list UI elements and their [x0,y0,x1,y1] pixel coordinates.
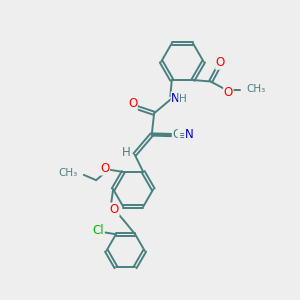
Text: N: N [171,92,180,105]
Text: H: H [179,94,187,103]
Text: O: O [216,56,225,69]
Text: O: O [110,203,119,216]
Text: H: H [122,146,131,159]
Text: C: C [172,128,181,141]
Text: CH₃: CH₃ [58,168,77,178]
Text: O: O [100,162,110,175]
Text: O: O [128,98,137,110]
Text: O: O [224,85,233,99]
Text: ≡: ≡ [178,129,188,142]
Text: N: N [185,128,194,141]
Text: CH₃: CH₃ [247,84,266,94]
Text: Cl: Cl [92,224,104,237]
